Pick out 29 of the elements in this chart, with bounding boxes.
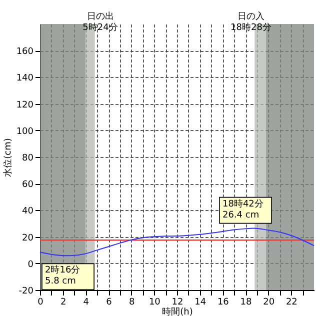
x-tick-label: 2	[60, 298, 66, 308]
annotation: 日の入 18時28分	[230, 11, 272, 33]
x-tick-label: 22	[286, 298, 298, 308]
y-tick-label: 20	[22, 233, 34, 244]
x-tick-label: 12	[172, 298, 184, 308]
x-tick-label: 10	[148, 298, 161, 308]
annotation: 18時42分 26.4 cm	[222, 198, 264, 220]
x-tick-label: 14	[194, 298, 206, 308]
y-tick-label: 60	[22, 180, 34, 190]
x-tick-label: 16	[217, 298, 230, 308]
x-tick-label: 18	[240, 298, 252, 308]
y-tick-label: 40	[22, 206, 34, 217]
x-tick-label: 4	[83, 298, 90, 308]
y-tick-label: 120	[16, 100, 34, 110]
line-series	[40, 228, 314, 256]
y-tick-label: -20	[18, 286, 34, 296]
y-tick-label: 0	[28, 260, 34, 270]
y-tick-label: 160	[16, 47, 34, 58]
y-tick-label: 100	[16, 126, 34, 137]
annotation: 日の出 5時24分	[82, 11, 118, 33]
x-tick-label: 6	[106, 298, 112, 308]
y-axis-title: 水位(cm)	[2, 138, 14, 177]
y-tick-label: 140	[16, 74, 34, 84]
x-tick-label: 20	[263, 298, 275, 308]
x-axis-title: 時間(h)	[162, 306, 193, 318]
x-tick-label: 8	[128, 298, 135, 308]
x-tick-label: 0	[38, 298, 44, 308]
y-tick-label: 80	[22, 154, 34, 164]
annotation: 2時16分 5.8 cm	[45, 264, 80, 287]
